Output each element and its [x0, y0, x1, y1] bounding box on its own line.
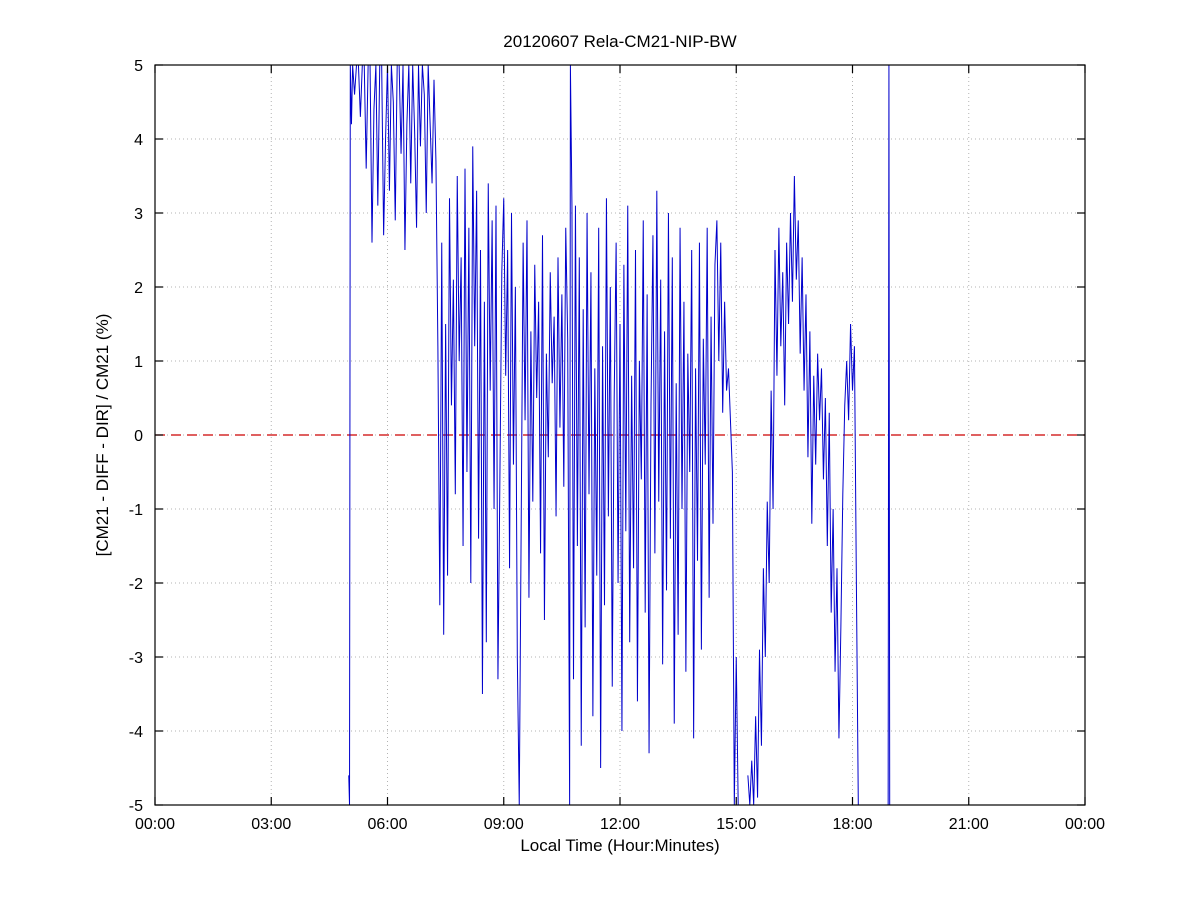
- x-tick-label: 00:00: [135, 816, 175, 833]
- x-tick-label: 00:00: [1065, 816, 1105, 833]
- y-tick-label: -1: [129, 502, 143, 519]
- x-tick-label: 09:00: [484, 816, 524, 833]
- y-tick-label: 5: [134, 58, 143, 75]
- y-tick-label: -4: [129, 724, 143, 741]
- x-tick-label: 12:00: [600, 816, 640, 833]
- y-tick-label: -3: [129, 650, 143, 667]
- x-tick-label: 21:00: [949, 816, 989, 833]
- x-axis-label: Local Time (Hour:Minutes): [520, 836, 720, 855]
- x-tick-label: 18:00: [832, 816, 872, 833]
- data-series-relative-difference: [348, 65, 891, 805]
- y-tick-label: -5: [129, 798, 143, 815]
- y-tick-label: 1: [134, 354, 143, 371]
- x-tick-label: 15:00: [716, 816, 756, 833]
- x-tick-label: 06:00: [367, 816, 407, 833]
- y-tick-label: 0: [134, 428, 143, 445]
- y-tick-label: 3: [134, 206, 143, 223]
- chart-title: 20120607 Rela-CM21-NIP-BW: [503, 32, 737, 51]
- y-tick-label: 4: [134, 132, 143, 149]
- y-tick-label: -2: [129, 576, 143, 593]
- y-tick-label: 2: [134, 280, 143, 297]
- x-tick-label: 03:00: [251, 816, 291, 833]
